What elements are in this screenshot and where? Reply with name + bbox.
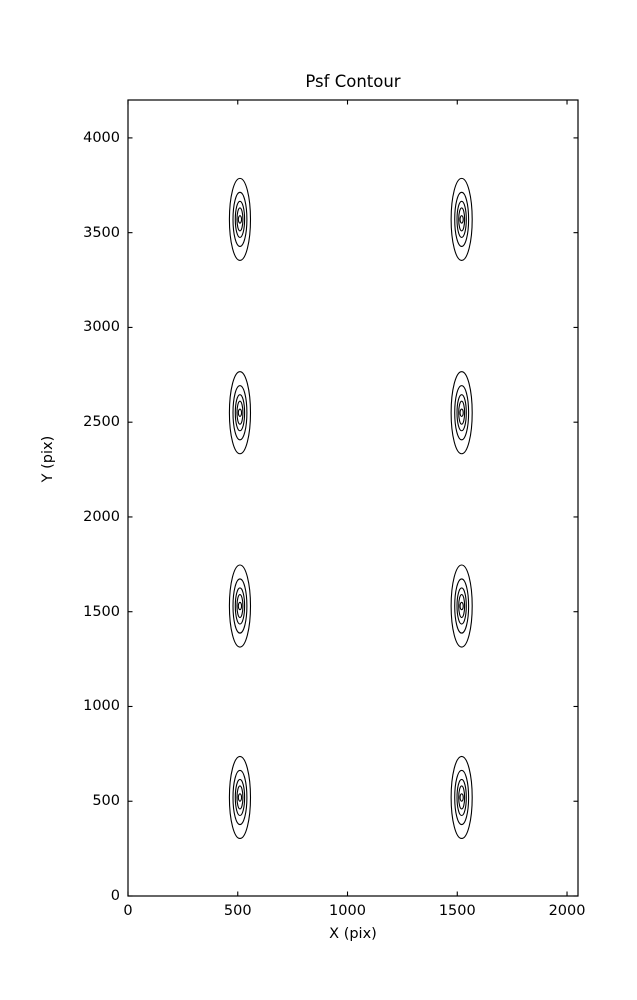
contour-ring xyxy=(237,793,243,802)
contour-ring xyxy=(228,755,252,840)
contour-ring xyxy=(232,191,248,248)
contour-ring xyxy=(459,215,464,224)
x-axis-label: X (pix) xyxy=(329,926,377,942)
x-tick-label: 500 xyxy=(223,903,252,919)
contour-ring xyxy=(234,200,246,238)
y-tick-label: 3500 xyxy=(83,224,120,241)
contour-ring xyxy=(456,200,467,238)
contour-ring xyxy=(234,394,246,432)
contour-ring xyxy=(458,785,466,810)
contour-ring xyxy=(237,601,243,611)
x-tick-label: 1500 xyxy=(438,903,476,919)
x-tick-label: 2000 xyxy=(548,903,586,919)
y-tick-label: 1500 xyxy=(83,603,120,620)
x-tick-label: 0 xyxy=(123,903,133,919)
contour-ring xyxy=(458,400,466,425)
contour-ring xyxy=(232,578,248,634)
axis-ticks-group xyxy=(127,100,578,897)
contour-ring xyxy=(237,408,243,417)
contour-ring xyxy=(456,394,467,432)
contour-ring xyxy=(234,587,246,625)
contour-ring xyxy=(450,564,473,648)
contour-ring xyxy=(234,778,246,817)
contour-ring xyxy=(228,177,252,261)
contour-ring xyxy=(454,191,470,248)
contour-ring xyxy=(454,385,470,441)
contour-ring xyxy=(454,578,470,634)
contour-ring xyxy=(237,215,243,224)
contour-ring xyxy=(232,385,248,441)
contour-ring xyxy=(459,601,464,611)
contour-ring xyxy=(228,564,252,648)
contour-ring xyxy=(236,785,244,810)
contour-ring xyxy=(458,593,466,619)
x-tick-label: 1000 xyxy=(329,903,366,919)
y-tick-label: 3000 xyxy=(83,319,120,336)
contour-ring xyxy=(236,593,244,619)
contour-ring xyxy=(456,587,467,625)
contour-group xyxy=(228,177,473,840)
y-tick-label: 2500 xyxy=(83,414,120,431)
contour-ring xyxy=(459,793,464,802)
page-title: Psf Contour xyxy=(305,72,401,91)
contour-ring xyxy=(459,408,464,417)
contour-ring xyxy=(456,778,467,817)
contour-ring xyxy=(236,400,244,425)
contour-ring xyxy=(458,207,466,232)
y-axis-label: Y (pix) xyxy=(40,435,56,483)
contour-ring xyxy=(450,755,473,840)
y-tick-label: 4000 xyxy=(83,129,120,146)
contour-ring xyxy=(232,769,248,826)
y-tick-label: 2000 xyxy=(83,508,120,525)
axes-frame xyxy=(127,99,579,897)
y-tick-label: 0 xyxy=(110,888,120,904)
contour-ring xyxy=(236,207,244,232)
y-tick-label: 1000 xyxy=(83,698,120,715)
y-tick-label: 500 xyxy=(92,793,120,810)
contour-ring xyxy=(228,371,252,455)
contour-ring xyxy=(450,177,473,261)
contour-ring xyxy=(454,769,470,826)
contour-ring xyxy=(450,371,473,455)
